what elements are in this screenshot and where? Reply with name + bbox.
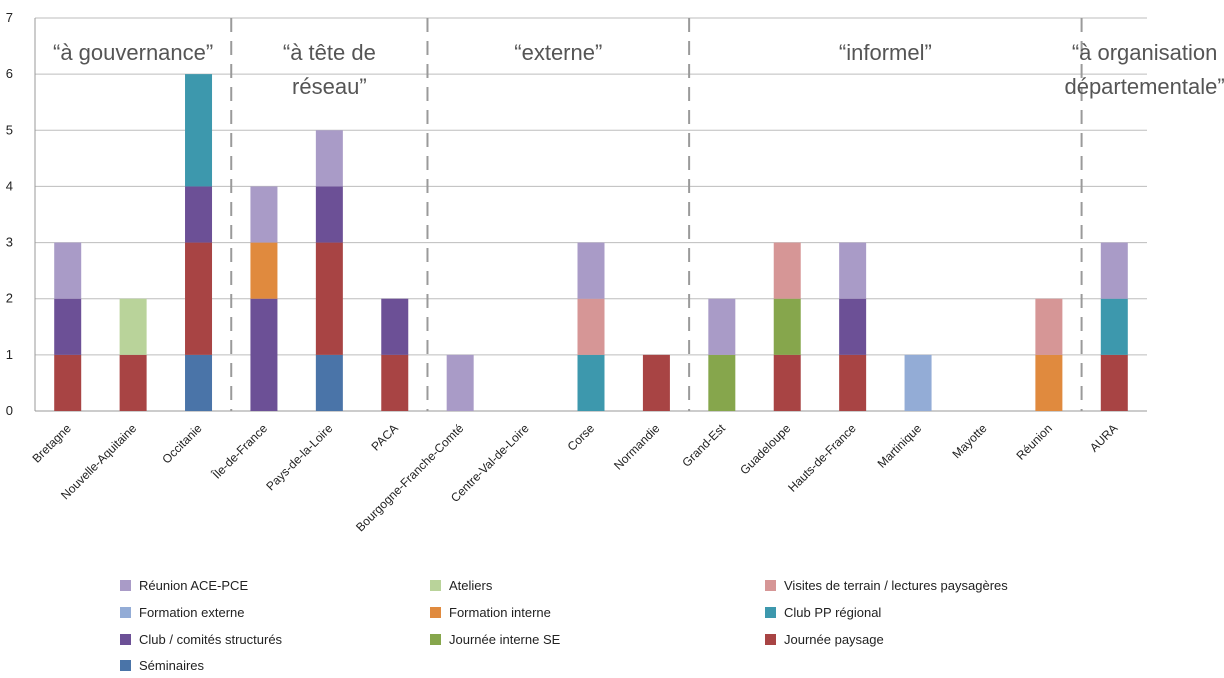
x-category-label: PACA — [369, 421, 401, 453]
bar-segment — [119, 354, 147, 411]
bar-segment — [315, 130, 343, 187]
y-tick-label: 6 — [6, 66, 13, 81]
bar-segment — [446, 354, 474, 411]
bar-segment — [839, 354, 867, 411]
group-label: “à organisation — [1072, 40, 1218, 65]
bar-segment — [1035, 298, 1063, 355]
x-category-label: Réunion — [1013, 421, 1055, 463]
bar-segment — [839, 298, 867, 355]
bar-segment — [250, 242, 278, 299]
bar-segment — [773, 298, 801, 355]
bar-segment — [708, 298, 736, 355]
x-category-label: Bourgogne-Franche-Comté — [353, 421, 466, 534]
bar-segment — [577, 242, 605, 299]
bar-segment — [315, 186, 343, 243]
bar-segment — [773, 242, 801, 299]
x-category-label: Martinique — [875, 421, 925, 471]
bar-segment — [250, 298, 278, 411]
y-tick-label: 5 — [6, 122, 13, 137]
group-label: “à tête de — [283, 40, 376, 65]
group-label: réseau” — [292, 74, 367, 99]
group-label: “externe” — [514, 40, 602, 65]
bar-segment — [185, 354, 213, 411]
bar-segment — [250, 186, 278, 243]
y-tick-label: 4 — [6, 178, 13, 193]
bar-segment — [1100, 298, 1128, 355]
x-category-label: Guadeloupe — [737, 421, 793, 477]
bar-segment — [839, 242, 867, 299]
x-category-label: Île-de-France — [208, 420, 270, 482]
bar-segment — [708, 354, 736, 411]
bar-segment — [315, 242, 343, 355]
y-tick-label: 3 — [6, 235, 13, 250]
x-category-label: Bretagne — [29, 421, 74, 466]
x-category-label: Occitanie — [159, 421, 205, 467]
group-label: départementale” — [1064, 74, 1224, 99]
bar-segment — [185, 242, 213, 355]
bar-segment — [381, 298, 409, 355]
x-category-label: Mayotte — [950, 421, 990, 461]
bar-segment — [642, 354, 670, 411]
group-label: “à gouvernance” — [53, 40, 213, 65]
x-category-label: Pays-de-la-Loire — [263, 421, 335, 493]
y-tick-label: 7 — [6, 10, 13, 25]
x-category-label: Corse — [565, 421, 598, 454]
bar-segment — [773, 354, 801, 411]
bar-segment — [54, 354, 82, 411]
bar-segment — [54, 242, 82, 299]
bar-segment — [1035, 354, 1063, 411]
x-category-label: Grand-Est — [679, 421, 728, 470]
y-tick-label: 0 — [6, 403, 13, 418]
y-tick-label: 2 — [6, 291, 13, 306]
x-category-label: Hauts-de-France — [785, 421, 859, 495]
bar-segment — [1100, 242, 1128, 299]
bar-segment — [577, 354, 605, 411]
bar-segment — [315, 354, 343, 411]
bar-segment — [904, 354, 932, 411]
x-category-label: Normandie — [611, 421, 663, 473]
bar-segment — [119, 298, 147, 355]
bar-segment — [577, 298, 605, 355]
bar-segment — [1100, 354, 1128, 411]
bar-segment — [185, 186, 213, 243]
bar-segment — [54, 298, 82, 355]
bar-segment — [185, 74, 213, 187]
x-category-label: AURA — [1087, 421, 1120, 454]
bar-segment — [381, 354, 409, 411]
group-label: “informel” — [839, 40, 932, 65]
y-tick-label: 1 — [6, 347, 13, 362]
